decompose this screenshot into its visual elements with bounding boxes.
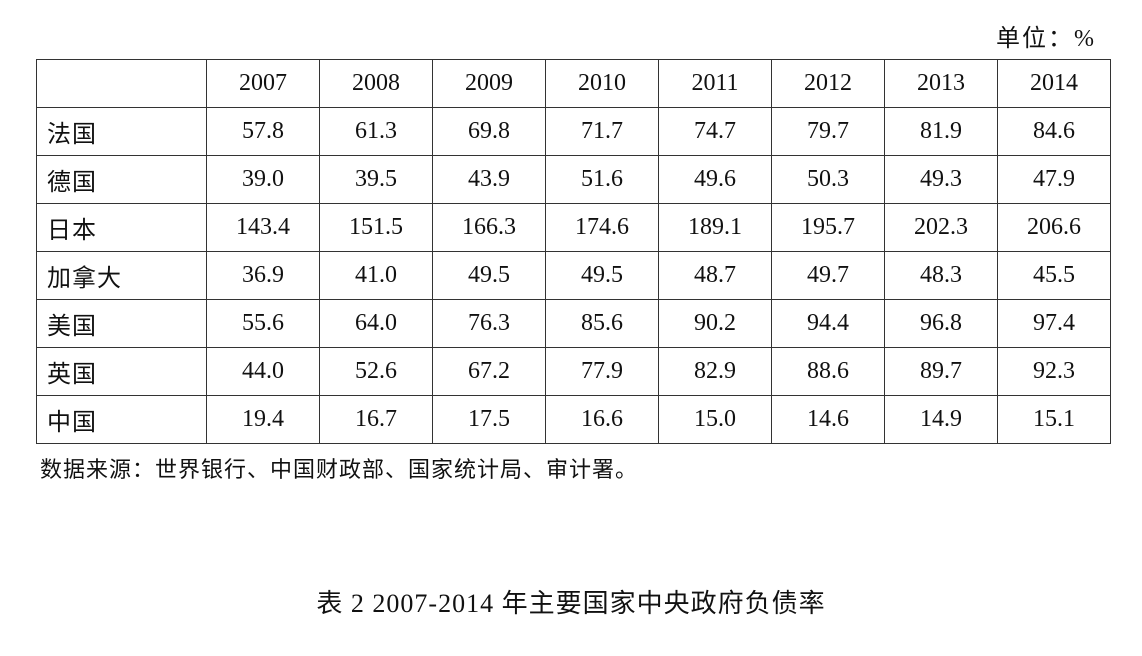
cell: 74.7	[659, 108, 772, 156]
cell: 71.7	[546, 108, 659, 156]
cell: 15.0	[659, 396, 772, 444]
table-row: 中国 19.4 16.7 17.5 16.6 15.0 14.6 14.9 15…	[37, 396, 1111, 444]
header-year: 2014	[998, 60, 1111, 108]
unit-label: 单位：%	[36, 18, 1096, 53]
cell: 166.3	[433, 204, 546, 252]
header-year: 2013	[885, 60, 998, 108]
cell: 49.5	[546, 252, 659, 300]
cell: 61.3	[320, 108, 433, 156]
cell: 41.0	[320, 252, 433, 300]
cell: 36.9	[207, 252, 320, 300]
header-year: 2007	[207, 60, 320, 108]
cell: 15.1	[998, 396, 1111, 444]
cell: 189.1	[659, 204, 772, 252]
cell: 16.6	[546, 396, 659, 444]
cell: 55.6	[207, 300, 320, 348]
cell: 39.0	[207, 156, 320, 204]
row-label: 中国	[37, 396, 207, 444]
cell: 202.3	[885, 204, 998, 252]
table-row: 德国 39.0 39.5 43.9 51.6 49.6 50.3 49.3 47…	[37, 156, 1111, 204]
cell: 16.7	[320, 396, 433, 444]
table-row: 法国 57.8 61.3 69.8 71.7 74.7 79.7 81.9 84…	[37, 108, 1111, 156]
header-year: 2010	[546, 60, 659, 108]
cell: 90.2	[659, 300, 772, 348]
cell: 43.9	[433, 156, 546, 204]
cell: 50.3	[772, 156, 885, 204]
cell: 84.6	[998, 108, 1111, 156]
cell: 49.6	[659, 156, 772, 204]
row-label: 英国	[37, 348, 207, 396]
cell: 14.9	[885, 396, 998, 444]
cell: 76.3	[433, 300, 546, 348]
cell: 14.6	[772, 396, 885, 444]
header-year: 2008	[320, 60, 433, 108]
cell: 49.3	[885, 156, 998, 204]
cell: 49.5	[433, 252, 546, 300]
header-year: 2012	[772, 60, 885, 108]
row-label: 德国	[37, 156, 207, 204]
header-year: 2011	[659, 60, 772, 108]
cell: 143.4	[207, 204, 320, 252]
cell: 88.6	[772, 348, 885, 396]
cell: 96.8	[885, 300, 998, 348]
table-header-row: 2007 2008 2009 2010 2011 2012 2013 2014	[37, 60, 1111, 108]
cell: 49.7	[772, 252, 885, 300]
header-year: 2009	[433, 60, 546, 108]
table-row: 美国 55.6 64.0 76.3 85.6 90.2 94.4 96.8 97…	[37, 300, 1111, 348]
header-blank	[37, 60, 207, 108]
cell: 82.9	[659, 348, 772, 396]
cell: 85.6	[546, 300, 659, 348]
cell: 92.3	[998, 348, 1111, 396]
cell: 195.7	[772, 204, 885, 252]
table-row: 加拿大 36.9 41.0 49.5 49.5 48.7 49.7 48.3 4…	[37, 252, 1111, 300]
cell: 89.7	[885, 348, 998, 396]
cell: 151.5	[320, 204, 433, 252]
cell: 39.5	[320, 156, 433, 204]
cell: 79.7	[772, 108, 885, 156]
cell: 57.8	[207, 108, 320, 156]
cell: 48.7	[659, 252, 772, 300]
source-text: 数据来源：世界银行、中国财政部、国家统计局、审计署。	[36, 452, 1106, 484]
row-label: 加拿大	[37, 252, 207, 300]
cell: 51.6	[546, 156, 659, 204]
cell: 17.5	[433, 396, 546, 444]
cell: 64.0	[320, 300, 433, 348]
cell: 45.5	[998, 252, 1111, 300]
cell: 44.0	[207, 348, 320, 396]
table-row: 日本 143.4 151.5 166.3 174.6 189.1 195.7 2…	[37, 204, 1111, 252]
cell: 48.3	[885, 252, 998, 300]
cell: 94.4	[772, 300, 885, 348]
row-label: 法国	[37, 108, 207, 156]
cell: 81.9	[885, 108, 998, 156]
table-row: 英国 44.0 52.6 67.2 77.9 82.9 88.6 89.7 92…	[37, 348, 1111, 396]
cell: 19.4	[207, 396, 320, 444]
page: 单位：% 2007 2008 2009 2010 2011 2012 2013 …	[0, 0, 1142, 484]
row-label: 日本	[37, 204, 207, 252]
cell: 52.6	[320, 348, 433, 396]
table-caption: 表 2 2007-2014 年主要国家中央政府负债率	[0, 583, 1142, 620]
cell: 47.9	[998, 156, 1111, 204]
table-body: 法国 57.8 61.3 69.8 71.7 74.7 79.7 81.9 84…	[37, 108, 1111, 444]
debt-ratio-table: 2007 2008 2009 2010 2011 2012 2013 2014 …	[36, 59, 1111, 444]
cell: 174.6	[546, 204, 659, 252]
cell: 77.9	[546, 348, 659, 396]
cell: 97.4	[998, 300, 1111, 348]
cell: 206.6	[998, 204, 1111, 252]
cell: 67.2	[433, 348, 546, 396]
row-label: 美国	[37, 300, 207, 348]
cell: 69.8	[433, 108, 546, 156]
